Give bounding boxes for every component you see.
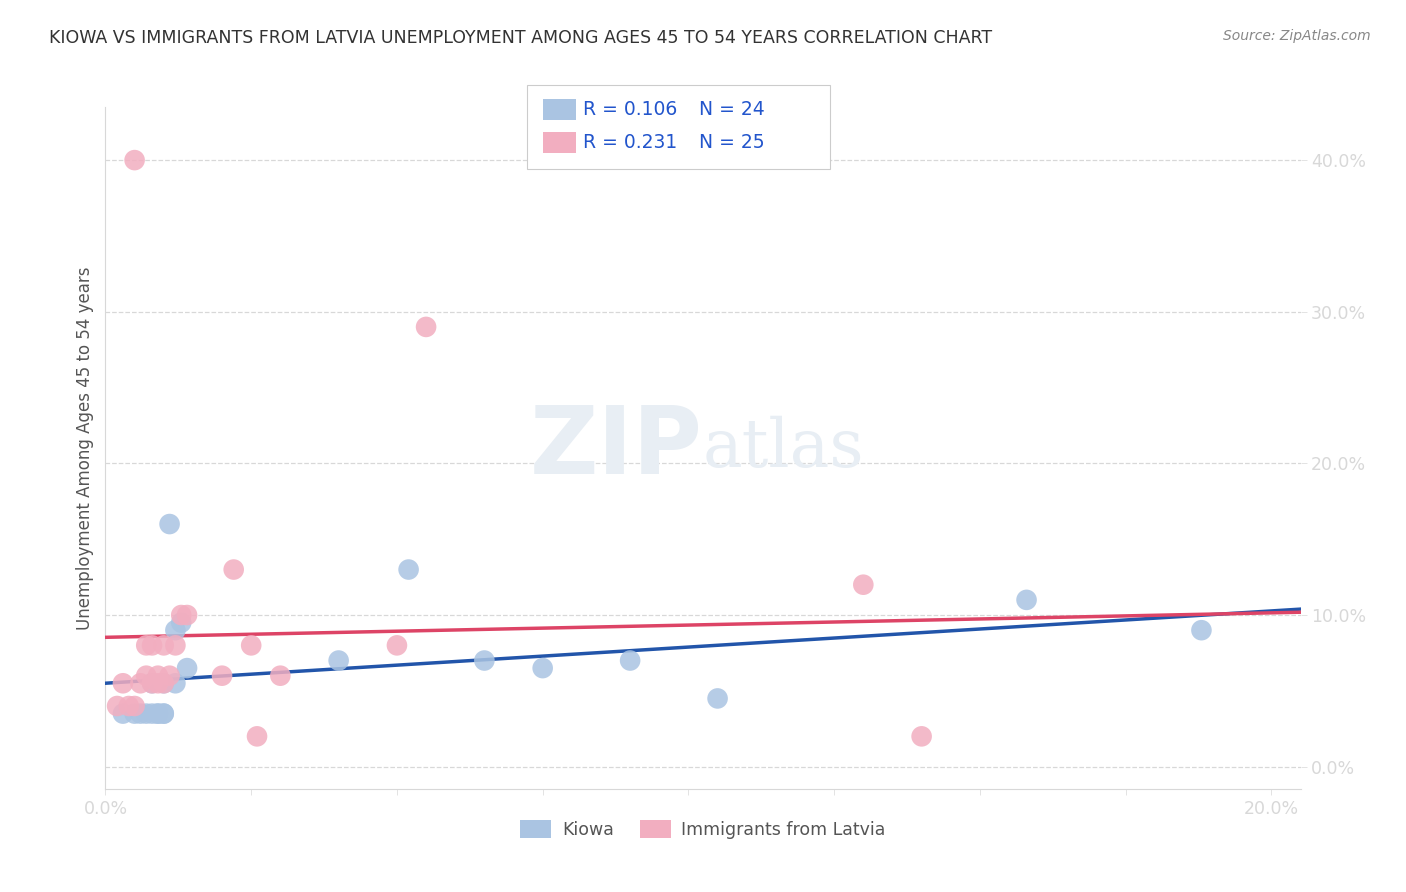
Point <box>135 706 157 721</box>
Point <box>141 639 163 653</box>
Point <box>129 676 152 690</box>
Point <box>146 706 169 721</box>
Point <box>706 691 728 706</box>
Point <box>124 706 146 721</box>
Point <box>118 699 141 714</box>
Point <box>159 669 181 683</box>
Text: R = 0.106: R = 0.106 <box>583 100 678 120</box>
Point <box>124 153 146 167</box>
Point <box>211 669 233 683</box>
Point <box>146 676 169 690</box>
Point <box>170 615 193 630</box>
Point <box>111 676 134 690</box>
Point <box>531 661 554 675</box>
Text: ZIP: ZIP <box>530 402 703 494</box>
Point <box>152 706 174 721</box>
Text: Source: ZipAtlas.com: Source: ZipAtlas.com <box>1223 29 1371 43</box>
Point <box>222 563 245 577</box>
Point <box>619 653 641 667</box>
Point <box>398 563 420 577</box>
Y-axis label: Unemployment Among Ages 45 to 54 years: Unemployment Among Ages 45 to 54 years <box>76 267 94 630</box>
Point <box>152 676 174 690</box>
Point <box>328 653 350 667</box>
Point <box>170 608 193 623</box>
Point <box>146 706 169 721</box>
Point <box>141 706 163 721</box>
Point <box>269 669 291 683</box>
Point <box>111 706 134 721</box>
Point <box>165 623 187 637</box>
Point <box>152 676 174 690</box>
Point <box>246 730 269 744</box>
Point <box>1015 592 1038 607</box>
Point <box>141 676 163 690</box>
Point <box>852 578 875 592</box>
Text: KIOWA VS IMMIGRANTS FROM LATVIA UNEMPLOYMENT AMONG AGES 45 TO 54 YEARS CORRELATI: KIOWA VS IMMIGRANTS FROM LATVIA UNEMPLOY… <box>49 29 993 46</box>
Point <box>159 516 181 531</box>
Point <box>152 706 174 721</box>
Point <box>1191 623 1213 637</box>
Text: atlas: atlas <box>703 416 865 481</box>
Point <box>152 639 174 653</box>
Point <box>105 699 128 714</box>
Point <box>910 730 932 744</box>
Point <box>385 639 408 653</box>
Point <box>129 706 152 721</box>
Point <box>165 639 187 653</box>
Point <box>146 669 169 683</box>
Point <box>141 676 163 690</box>
Point <box>415 320 437 334</box>
Point <box>165 676 187 690</box>
Point <box>124 699 146 714</box>
Point <box>176 661 198 675</box>
Text: N = 24: N = 24 <box>699 100 765 120</box>
Point <box>240 639 263 653</box>
Point <box>135 639 157 653</box>
Point <box>176 608 198 623</box>
Point <box>474 653 496 667</box>
Text: R = 0.231: R = 0.231 <box>583 133 678 153</box>
Legend: Kiowa, Immigrants from Latvia: Kiowa, Immigrants from Latvia <box>513 813 893 846</box>
Text: N = 25: N = 25 <box>699 133 765 153</box>
Point <box>135 669 157 683</box>
